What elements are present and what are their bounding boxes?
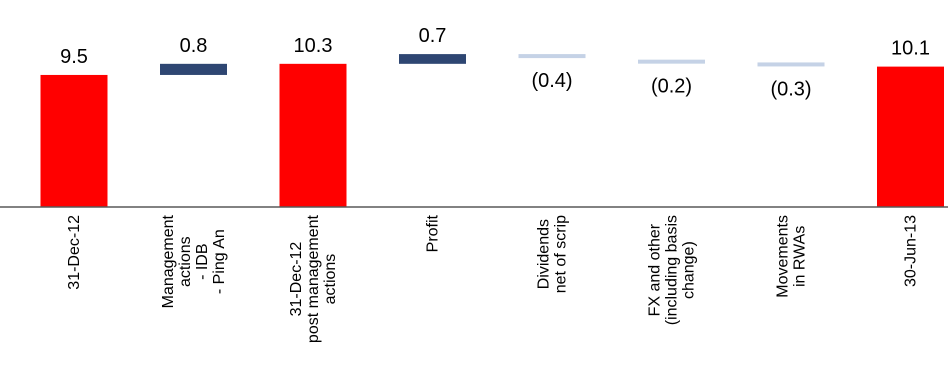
- category-label-30-jun-13: 30-Jun-13: [903, 215, 920, 287]
- category-label-line: Movements: [775, 215, 792, 298]
- category-labels-layer: 31-Dec-12 Managementactions- IDB- Ping An…: [66, 214, 920, 343]
- bar-fx-and-other-including-basis-change: [638, 59, 705, 64]
- value-label-31-dec-12-post-management-actions: 10.3: [294, 35, 333, 57]
- value-label-movements-in-rwas: (0.3): [770, 78, 811, 100]
- value-label-fx-and-other-including-basis-change: (0.2): [651, 76, 692, 98]
- bar-profit: [399, 54, 466, 64]
- category-label-line: - Ping An: [211, 229, 228, 294]
- category-label-line: net of scrip: [553, 215, 570, 293]
- category-label-profit: Profit: [425, 214, 442, 252]
- category-label-line: 30-Jun-13: [903, 215, 920, 287]
- bar-movements-in-rwas: [757, 62, 825, 67]
- category-label-movements-in-rwas: Movementsin RWAs: [775, 215, 809, 298]
- category-label-line: in RWAs: [792, 226, 809, 287]
- bar-31-dec-12-post-management-actions: [279, 63, 347, 207]
- category-label-management-actions-idb-ping-an: Managementactions- IDB- Ping An: [160, 214, 228, 308]
- category-label-line: Management: [160, 214, 177, 308]
- category-label-line: (including basis: [664, 215, 681, 325]
- category-label-dividends-net-of-scrip: Dividendsnet of scrip: [536, 215, 570, 293]
- category-label-line: change): [681, 241, 698, 299]
- value-label-profit: 0.7: [419, 25, 447, 47]
- category-label-line: post management: [305, 214, 322, 343]
- category-label-line: 31-Dec-12: [66, 215, 83, 290]
- category-label-fx-and-other-including-basis-change: FX and other(including basischange): [647, 215, 698, 325]
- bar-30-jun-13: [877, 66, 944, 207]
- category-label-line: actions: [322, 254, 339, 305]
- value-label-management-actions-idb-ping-an: 0.8: [180, 35, 208, 57]
- category-label-31-dec-12-post-management-actions: 31-Dec-12post managementactions: [288, 214, 339, 343]
- category-label-line: actions: [177, 236, 194, 287]
- category-label-line: FX and other: [647, 223, 664, 316]
- category-label-line: - IDB: [194, 243, 211, 279]
- value-label-30-jun-13: 10.1: [891, 38, 930, 60]
- bar-management-actions-idb-ping-an: [160, 63, 227, 75]
- value-label-dividends-net-of-scrip: (0.4): [531, 70, 572, 92]
- value-label-31-dec-12: 9.5: [60, 46, 88, 68]
- bar-31-dec-12: [40, 74, 108, 207]
- value-labels-layer: 9.5 0.8 10.3 0.7 (0.4) (0.2) (0.3) 10.1: [60, 25, 930, 100]
- bars-layer: [40, 54, 944, 207]
- category-label-line: Profit: [425, 214, 442, 252]
- category-label-31-dec-12: 31-Dec-12: [66, 215, 83, 290]
- category-label-line: 31-Dec-12: [288, 242, 305, 317]
- category-label-line: Dividends: [536, 219, 553, 289]
- bar-dividends-net-of-scrip: [518, 54, 586, 59]
